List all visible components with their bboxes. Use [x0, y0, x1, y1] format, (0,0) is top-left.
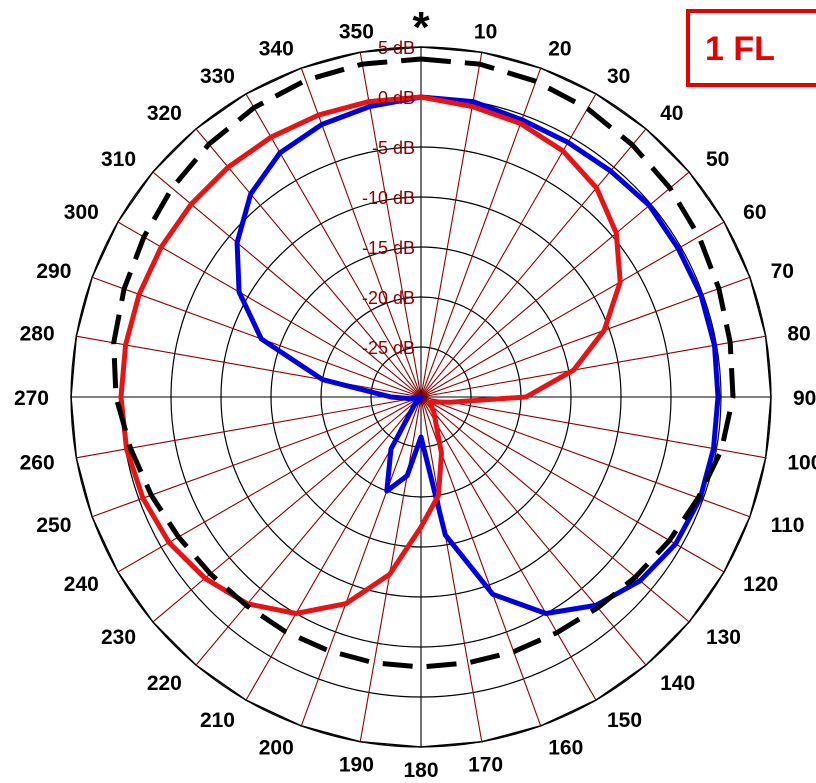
angle-tick-label: 190: [339, 753, 374, 776]
badge-box: [686, 9, 816, 87]
angle-tick-label: 30: [607, 65, 630, 88]
angle-tick-label: 200: [259, 737, 294, 760]
series-line: [234, 94, 721, 616]
angle-tick-label: 170: [468, 753, 503, 776]
angle-tick-label: 120: [743, 573, 778, 596]
grid-spoke: [420, 276, 751, 398]
grid-spoke: [420, 67, 542, 398]
zero-degree-marker: *: [412, 3, 430, 52]
grid-spoke: [76, 335, 422, 398]
angle-tick-label: 300: [64, 201, 99, 224]
angle-tick-label: 10: [474, 21, 497, 44]
db-tick-label: 5 dB: [378, 38, 415, 58]
grid-spoke: [300, 396, 422, 727]
angle-tick-label: 140: [660, 672, 695, 695]
db-tick-label: -15 dB: [362, 238, 415, 258]
badge: 1 FL: [686, 9, 816, 87]
angle-tick-label: 180: [403, 759, 438, 782]
db-labels: 5 dB 0 dB -5 dB -10 dB -15 dB -20 dB -25 dB: [362, 38, 415, 358]
angle-tick-label: 130: [706, 626, 741, 649]
angle-tick-label: 80: [787, 322, 810, 345]
grid-spoke: [420, 221, 725, 398]
angle-tick-label: 20: [548, 37, 571, 60]
grid-spoke: [195, 396, 422, 666]
grid-spoke: [420, 396, 751, 518]
grid-spoke: [152, 171, 422, 398]
grid-spoke: [420, 396, 766, 459]
grid-spoke: [152, 396, 422, 623]
db-tick-label: 0 dB: [378, 88, 415, 108]
angle-tick-label: 340: [259, 37, 294, 60]
angle-tick-label: 160: [548, 737, 583, 760]
grid-spoke: [91, 396, 422, 518]
series-line-dashed: [111, 56, 736, 670]
angle-tick-label: 90: [793, 387, 816, 410]
angle-tick-label: 330: [200, 65, 235, 88]
angle-tick-label: 290: [36, 260, 71, 283]
angle-tick-label: 150: [607, 709, 642, 732]
db-tick-label: -25 dB: [362, 338, 415, 358]
grid-spoke: [245, 93, 422, 398]
angle-tick-label: 210: [200, 709, 235, 732]
badge-text: 1 FL: [705, 30, 775, 68]
db-tick-label: -5 dB: [372, 138, 415, 158]
grid-spoke: [420, 128, 647, 398]
angle-tick-label: 310: [101, 148, 136, 171]
angle-tick-label: 40: [660, 102, 683, 125]
series-layer: [111, 56, 736, 670]
grid-spoke: [359, 52, 422, 398]
db-tick-label: -20 dB: [362, 288, 415, 308]
grid-spoke: [195, 128, 422, 398]
grid-spoke: [420, 396, 483, 742]
angle-tick-label: 270: [14, 387, 49, 410]
series-line: [118, 94, 623, 616]
grid-spokes: [71, 47, 771, 747]
angle-tick-label: 220: [147, 672, 182, 695]
angle-tick-label: 60: [743, 201, 766, 224]
grid-spoke: [420, 335, 766, 398]
grid-spoke: [117, 221, 422, 398]
grid-spoke: [76, 396, 422, 459]
db-tick-label: -10 dB: [362, 188, 415, 208]
angle-tick-label: 350: [339, 21, 374, 44]
grid-spoke: [420, 52, 483, 398]
grid-spoke: [420, 171, 690, 398]
angle-tick-label: 240: [64, 573, 99, 596]
angle-tick-label: 50: [706, 148, 729, 171]
angle-tick-label: 230: [101, 626, 136, 649]
angle-tick-label: 280: [20, 322, 55, 345]
grid-spoke: [420, 396, 690, 623]
angle-tick-label: 320: [147, 102, 182, 125]
angle-tick-label: 100: [787, 452, 816, 475]
angle-tick-label: 110: [771, 514, 805, 537]
angle-tick-label: 250: [36, 514, 71, 537]
angle-tick-label: 70: [771, 260, 794, 283]
angle-tick-label: 260: [20, 452, 55, 475]
angle-labels: 10 20 30 40 50 60 70 80 90 100 110 120 130 140 150 160 1…: [14, 21, 816, 782]
grid-spoke: [420, 396, 597, 701]
grid-spoke: [91, 276, 422, 398]
grid-spoke: [420, 396, 647, 666]
